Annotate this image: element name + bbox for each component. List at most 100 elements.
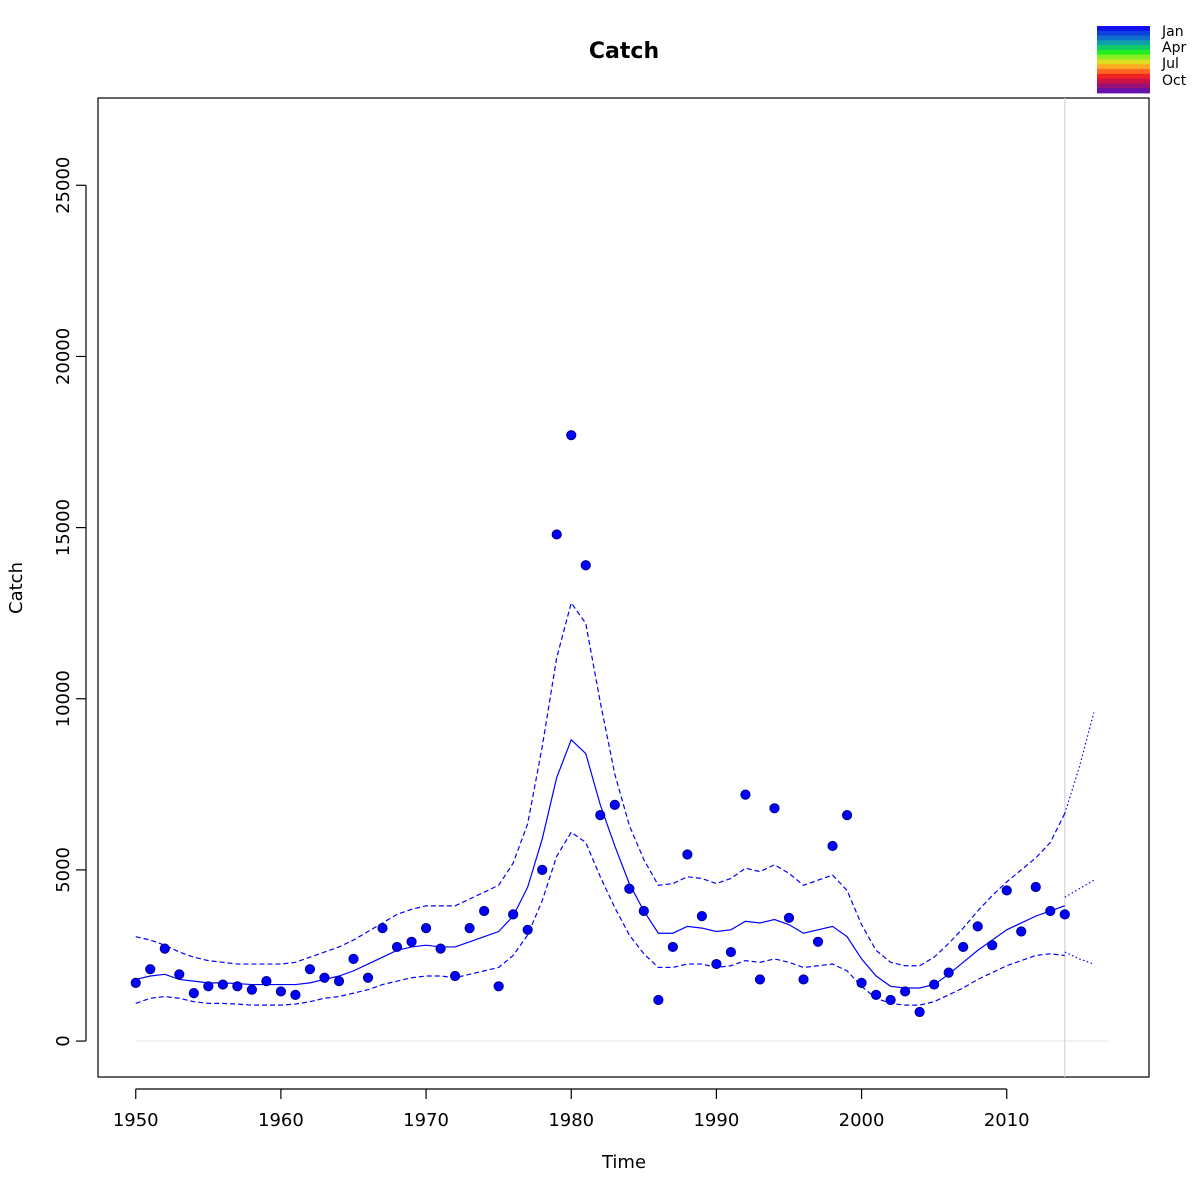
series-line-upper xyxy=(135,601,1066,967)
data-point xyxy=(929,979,940,990)
x-tick-label: 1990 xyxy=(693,1110,739,1131)
legend-color-swatch xyxy=(1097,30,1150,36)
legend-color-swatch xyxy=(1097,69,1150,75)
data-point xyxy=(464,923,475,934)
data-point xyxy=(188,988,199,999)
legend-color-swatch xyxy=(1097,45,1150,51)
x-tick-label: 1980 xyxy=(548,1110,594,1131)
series-line-forecast-lower xyxy=(1064,951,1095,965)
data-point xyxy=(493,981,504,992)
data-point xyxy=(1045,905,1056,917)
data-point xyxy=(246,984,257,995)
legend-color-swatch xyxy=(1097,88,1150,94)
x-tick-label: 1950 xyxy=(113,1110,159,1131)
data-point xyxy=(319,972,330,983)
y-tick-label: 15000 xyxy=(53,499,74,556)
data-point xyxy=(450,970,461,982)
legend-label: Jan xyxy=(1161,24,1184,40)
series-line-fitted xyxy=(135,738,1066,989)
plot-frame xyxy=(97,97,1150,1078)
data-point xyxy=(174,969,185,980)
data-point xyxy=(653,994,664,1006)
data-point xyxy=(261,976,272,987)
data-point xyxy=(435,943,446,954)
data-point xyxy=(145,964,156,975)
data-point xyxy=(420,923,432,934)
legend-color-swatch xyxy=(1097,49,1150,56)
data-point xyxy=(943,967,954,978)
data-point xyxy=(856,977,867,988)
data-point xyxy=(725,946,737,958)
data-point xyxy=(696,911,707,922)
series-line-forecast-upper xyxy=(1064,712,1095,814)
data-point xyxy=(479,905,490,917)
data-point xyxy=(391,941,403,953)
data-point xyxy=(769,803,780,814)
legend-color-swatch xyxy=(1097,83,1150,89)
chart-title: Catch xyxy=(589,39,659,64)
series-line-lower xyxy=(135,831,1065,1006)
data-point xyxy=(958,941,969,953)
data-point xyxy=(1030,881,1041,893)
y-tick-label: 0 xyxy=(53,1035,74,1046)
data-point xyxy=(609,799,620,810)
x-tick-label: 2010 xyxy=(984,1110,1030,1131)
data-point xyxy=(841,810,853,821)
data-point xyxy=(972,921,983,932)
data-point xyxy=(232,981,243,992)
data-point xyxy=(1016,926,1027,937)
data-point xyxy=(159,943,170,954)
data-point xyxy=(624,883,635,894)
legend-color-swatch xyxy=(1097,40,1150,46)
data-point xyxy=(798,974,809,985)
data-point xyxy=(508,909,519,920)
data-point xyxy=(595,810,606,821)
data-point xyxy=(638,905,649,917)
data-point xyxy=(812,936,824,947)
y-tick-label: 20000 xyxy=(53,328,74,385)
axes: 1950 1960 1970 1980 1990 2000 2010 0 5000 10000 15… xyxy=(53,157,1030,1131)
legend-color-swatch xyxy=(1097,78,1150,84)
x-tick-label: 2000 xyxy=(839,1110,885,1131)
legend-color-swatch xyxy=(1097,54,1150,60)
y-tick-label: 5000 xyxy=(53,847,74,893)
data-point xyxy=(217,979,228,990)
data-point xyxy=(885,994,896,1006)
data-point xyxy=(900,986,911,997)
y-axis-label: Catch xyxy=(6,562,27,614)
data-point xyxy=(987,940,998,951)
data-point xyxy=(348,953,359,965)
data-point xyxy=(275,986,287,997)
data-point xyxy=(203,981,214,992)
data-point xyxy=(827,840,838,852)
data-point xyxy=(304,964,316,975)
legend-color-swatch xyxy=(1097,35,1150,41)
data-point xyxy=(783,912,795,923)
legend-label: Jul xyxy=(1161,56,1179,72)
data-point xyxy=(682,849,693,860)
data-point xyxy=(667,941,678,953)
data-point xyxy=(406,936,417,947)
data-point xyxy=(333,976,345,987)
legend-label: Oct xyxy=(1162,73,1187,89)
data-point xyxy=(914,1006,925,1018)
data-point xyxy=(290,989,301,1000)
x-tick-label: 1970 xyxy=(403,1110,449,1131)
data-point xyxy=(537,864,548,876)
data-point xyxy=(130,977,141,988)
legend-color-swatch xyxy=(1097,26,1150,32)
data-point xyxy=(870,989,882,1000)
data-point xyxy=(711,958,722,970)
legend-color-swatch xyxy=(1097,59,1150,65)
data-point xyxy=(362,972,374,983)
x-tick-label: 1960 xyxy=(258,1110,304,1131)
legend-label: Apr xyxy=(1162,40,1186,56)
legend-color-swatch xyxy=(1097,73,1150,80)
y-tick-label: 10000 xyxy=(53,670,74,727)
data-point xyxy=(1059,909,1070,920)
data-point xyxy=(1001,885,1012,896)
data-point xyxy=(377,923,388,934)
series-line-forecast xyxy=(1064,879,1095,898)
plot-area xyxy=(130,98,1109,1077)
